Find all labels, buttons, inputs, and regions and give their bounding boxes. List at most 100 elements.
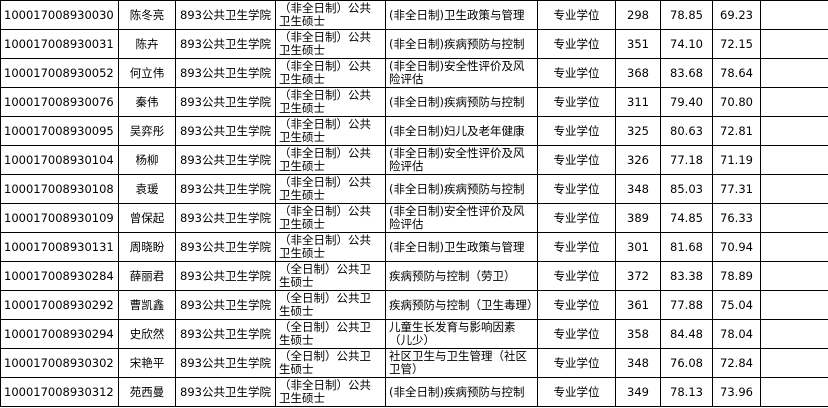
total-score: 72.81 bbox=[712, 116, 761, 146]
degree-category: 专业学位 bbox=[537, 232, 616, 262]
initial-score: 389 bbox=[615, 203, 661, 233]
initial-score: 361 bbox=[615, 290, 661, 320]
degree-type: （非全日制）公共卫生硕士 bbox=[275, 377, 386, 407]
degree-type: （非全日制）公共卫生硕士 bbox=[275, 232, 386, 262]
empty-cell bbox=[760, 348, 828, 378]
total-score: 76.33 bbox=[712, 203, 761, 233]
empty-cell bbox=[760, 0, 828, 30]
initial-score: 368 bbox=[615, 58, 661, 88]
initial-score: 326 bbox=[615, 145, 661, 175]
student-id: 100017008930108 bbox=[0, 174, 119, 204]
empty-cell bbox=[760, 29, 828, 59]
student-name: 史欣然 bbox=[118, 319, 176, 349]
degree-category: 专业学位 bbox=[537, 29, 616, 59]
student-id: 100017008930076 bbox=[0, 87, 119, 117]
major: (非全日制)妇儿及老年健康 bbox=[385, 116, 538, 146]
major: (非全日制)安全性评价及风险评估 bbox=[385, 203, 538, 233]
student-id: 100017008930109 bbox=[0, 203, 119, 233]
student-id: 100017008930131 bbox=[0, 232, 119, 262]
empty-cell bbox=[760, 261, 828, 291]
major: (非全日制)疾病预防与控制 bbox=[385, 377, 538, 407]
major: (非全日制)卫生政策与管理 bbox=[385, 232, 538, 262]
student-name: 何立伟 bbox=[118, 58, 176, 88]
major: (非全日制)安全性评价及风险评估 bbox=[385, 145, 538, 175]
retest-score: 84.48 bbox=[660, 319, 713, 349]
degree-type: （非全日制）公共卫生硕士 bbox=[275, 29, 386, 59]
empty-cell bbox=[760, 290, 828, 320]
major: 儿童生长发育与影响因素（儿少） bbox=[385, 319, 538, 349]
student-name: 秦伟 bbox=[118, 87, 176, 117]
empty-cell bbox=[760, 232, 828, 262]
initial-score: 358 bbox=[615, 319, 661, 349]
degree-type: （非全日制）公共卫生硕士 bbox=[275, 203, 386, 233]
total-score: 78.64 bbox=[712, 58, 761, 88]
degree-category: 专业学位 bbox=[537, 58, 616, 88]
school: 893公共卫生学院 bbox=[175, 87, 276, 117]
degree-type: （非全日制）公共卫生硕士 bbox=[275, 87, 386, 117]
student-id: 100017008930052 bbox=[0, 58, 119, 88]
student-name: 宋艳平 bbox=[118, 348, 176, 378]
degree-type: （非全日制）公共卫生硕士 bbox=[275, 145, 386, 175]
school: 893公共卫生学院 bbox=[175, 116, 276, 146]
empty-cell bbox=[760, 145, 828, 175]
retest-score: 83.38 bbox=[660, 261, 713, 291]
total-score: 69.23 bbox=[712, 0, 761, 30]
school: 893公共卫生学院 bbox=[175, 58, 276, 88]
student-id: 100017008930284 bbox=[0, 261, 119, 291]
initial-score: 301 bbox=[615, 232, 661, 262]
degree-type: （非全日制）公共卫生硕士 bbox=[275, 116, 386, 146]
major: (非全日制)安全性评价及风险评估 bbox=[385, 58, 538, 88]
table-row: 100017008930031 陈卉 893公共卫生学院 （非全日制）公共卫生硕士 (非… bbox=[0, 29, 828, 59]
major: (非全日制)卫生政策与管理 bbox=[385, 0, 538, 30]
table-row: 100017008930109 曾保起 893公共卫生学院 （非全日制）公共卫生硕士(… bbox=[0, 203, 828, 233]
table-row: 100017008930302 宋艳平 893公共卫生学院 （全日制）公共卫生硕士 社区… bbox=[0, 348, 828, 378]
student-id: 100017008930312 bbox=[0, 377, 119, 407]
total-score: 73.96 bbox=[712, 377, 761, 407]
degree-type: （非全日制）公共卫生硕士 bbox=[275, 0, 386, 30]
degree-type: （非全日制）公共卫生硕士 bbox=[275, 174, 386, 204]
retest-score: 74.85 bbox=[660, 203, 713, 233]
table-row: 100017008930312 苑西曼 893公共卫生学院 （非全日制）公共卫生硕士(… bbox=[0, 377, 828, 407]
initial-score: 351 bbox=[615, 29, 661, 59]
student-name: 杨柳 bbox=[118, 145, 176, 175]
total-score: 78.04 bbox=[712, 319, 761, 349]
total-score: 78.89 bbox=[712, 261, 761, 291]
degree-category: 专业学位 bbox=[537, 203, 616, 233]
degree-type: （全日制）公共卫生硕士 bbox=[275, 290, 386, 320]
total-score: 75.04 bbox=[712, 290, 761, 320]
degree-category: 专业学位 bbox=[537, 319, 616, 349]
major: 疾病预防与控制（劳卫） bbox=[385, 261, 538, 291]
school: 893公共卫生学院 bbox=[175, 261, 276, 291]
degree-category: 专业学位 bbox=[537, 87, 616, 117]
retest-score: 81.68 bbox=[660, 232, 713, 262]
empty-cell bbox=[760, 319, 828, 349]
initial-score: 349 bbox=[615, 377, 661, 407]
total-score: 72.15 bbox=[712, 29, 761, 59]
table-row: 100017008930131 周晓盼 893公共卫生学院 （非全日制）公共卫生硕士(… bbox=[0, 232, 828, 262]
school: 893公共卫生学院 bbox=[175, 377, 276, 407]
retest-score: 77.88 bbox=[660, 290, 713, 320]
table-row: 100017008930108 袁瑗 893公共卫生学院 （非全日制）公共卫生硕士 (非… bbox=[0, 174, 828, 204]
student-id: 100017008930030 bbox=[0, 0, 119, 30]
degree-category: 专业学位 bbox=[537, 290, 616, 320]
initial-score: 372 bbox=[615, 261, 661, 291]
student-id: 100017008930031 bbox=[0, 29, 119, 59]
table-row: 100017008930104 杨柳 893公共卫生学院 （非全日制）公共卫生硕士 (非… bbox=[0, 145, 828, 175]
total-score: 70.94 bbox=[712, 232, 761, 262]
major: (非全日制)疾病预防与控制 bbox=[385, 29, 538, 59]
initial-score: 348 bbox=[615, 348, 661, 378]
total-score: 72.84 bbox=[712, 348, 761, 378]
degree-type: （非全日制）公共卫生硕士 bbox=[275, 58, 386, 88]
major: (非全日制)疾病预防与控制 bbox=[385, 174, 538, 204]
degree-category: 专业学位 bbox=[537, 174, 616, 204]
student-id: 100017008930302 bbox=[0, 348, 119, 378]
table-row: 100017008930076 秦伟 893公共卫生学院 （非全日制）公共卫生硕士 (非… bbox=[0, 87, 828, 117]
table-row: 100017008930095 吴弈彤 893公共卫生学院 （非全日制）公共卫生硕士(… bbox=[0, 116, 828, 146]
student-name: 周晓盼 bbox=[118, 232, 176, 262]
empty-cell bbox=[760, 203, 828, 233]
empty-cell bbox=[760, 377, 828, 407]
school: 893公共卫生学院 bbox=[175, 174, 276, 204]
